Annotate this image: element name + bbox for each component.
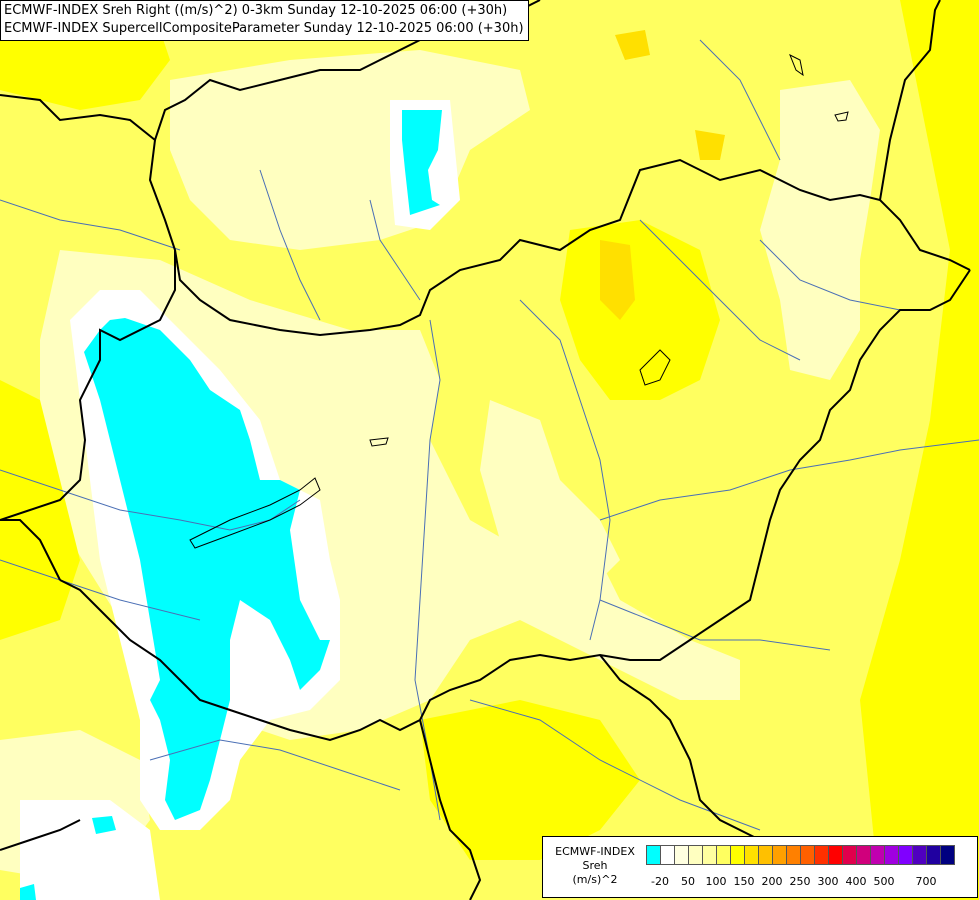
legend-tick-label: 200	[761, 875, 783, 888]
pale-sreh-zone	[480, 400, 620, 590]
cyan-sreh-zone	[84, 318, 330, 820]
strong-sreh-zone	[0, 380, 80, 640]
lake-outlines	[189, 53, 849, 549]
legend-swatch	[940, 845, 955, 865]
strong-sreh-zone	[420, 700, 640, 860]
legend-tick-label: 700	[915, 875, 937, 888]
legend-tick-label: 300	[817, 875, 839, 888]
title-line-scp: ECMWF-INDEX SupercellCompositeParameter …	[4, 21, 524, 36]
strong-sreh-zone	[860, 0, 979, 900]
legend-tick-label: 150	[733, 875, 755, 888]
map-title-box: ECMWF-INDEX Sreh Right ((m/s)^2) 0-3km S…	[0, 0, 529, 41]
legend-tick-label: 500	[873, 875, 895, 888]
color-legend: ECMWF-INDEX Sreh (m/s)^2 -20 50 100 150 200 2…	[542, 836, 978, 898]
legend-swatch	[688, 845, 703, 865]
legend-swatch	[814, 845, 829, 865]
legend-tick-label: -20	[651, 875, 669, 888]
pale-sreh-zone	[760, 80, 880, 380]
legend-variable: Sreh	[582, 859, 608, 872]
legend-swatch	[912, 845, 927, 865]
legend-units: (m/s)^2	[572, 873, 618, 886]
legend-swatch	[730, 845, 745, 865]
legend-swatch	[674, 845, 689, 865]
legend-swatch	[856, 845, 871, 865]
legend-label: ECMWF-INDEX Sreh (m/s)^2	[547, 845, 643, 887]
legend-ticks: -20 50 100 150 200 250 300 400 500 700	[646, 875, 976, 889]
legend-title: ECMWF-INDEX	[555, 845, 635, 858]
cyan-sreh-zone	[92, 816, 116, 834]
legend-swatch	[884, 845, 899, 865]
legend-swatch	[828, 845, 843, 865]
legend-tick-label: 100	[705, 875, 727, 888]
legend-swatch	[786, 845, 801, 865]
legend-swatch	[716, 845, 731, 865]
cyan-sreh-zone	[20, 884, 36, 900]
legend-swatch	[646, 845, 661, 865]
legend-tick-label: 50	[681, 875, 695, 888]
legend-swatch	[870, 845, 885, 865]
strong-sreh-zone	[695, 130, 725, 160]
legend-swatch	[744, 845, 759, 865]
legend-swatch	[772, 845, 787, 865]
white-sreh-zone	[20, 800, 160, 900]
legend-tick-label: 250	[789, 875, 811, 888]
strong-sreh-zone	[615, 30, 650, 60]
legend-tick-label: 400	[845, 875, 867, 888]
cyan-sreh-zone	[402, 110, 442, 215]
legend-swatch	[926, 845, 941, 865]
legend-swatch	[758, 845, 773, 865]
legend-swatch	[842, 845, 857, 865]
legend-swatch	[702, 845, 717, 865]
legend-swatch	[800, 845, 815, 865]
legend-swatches	[646, 845, 955, 865]
rivers	[0, 39, 979, 831]
strong-sreh-zone	[600, 240, 635, 320]
legend-swatch	[660, 845, 675, 865]
title-line-sreh: ECMWF-INDEX Sreh Right ((m/s)^2) 0-3km S…	[4, 3, 508, 18]
legend-swatch	[898, 845, 913, 865]
